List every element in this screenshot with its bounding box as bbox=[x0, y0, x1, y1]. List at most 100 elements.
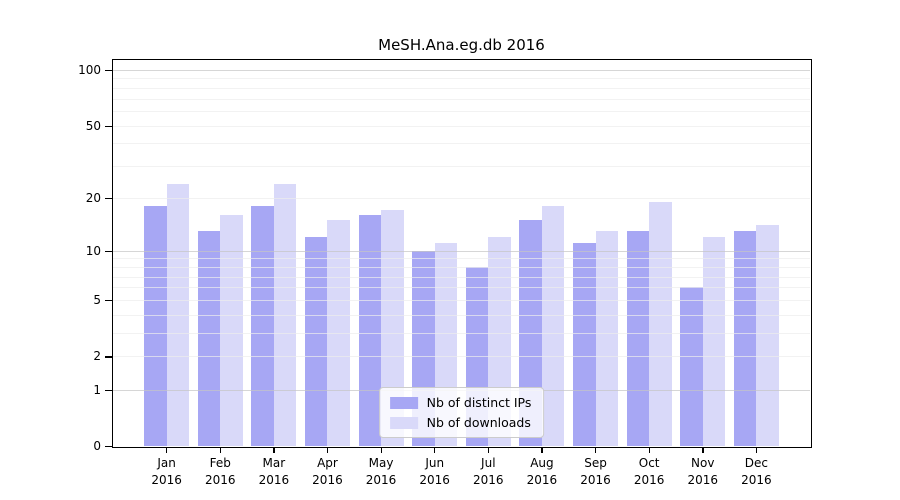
x-tick-apr bbox=[326, 447, 329, 453]
gridline-minor-5 bbox=[113, 299, 810, 301]
gridline-major-10 bbox=[113, 250, 810, 252]
legend-entry-downloads: Nb of downloads bbox=[389, 415, 532, 430]
bar-distinct-ips-mar bbox=[251, 206, 274, 446]
bar-downloads-feb bbox=[220, 215, 243, 446]
y-tick-label-20: 20 bbox=[85, 190, 101, 205]
y-tick-label-2: 2 bbox=[93, 349, 101, 364]
x-tick-label-dec: Dec 2016 bbox=[726, 455, 786, 489]
x-tick-month: Dec bbox=[744, 456, 768, 470]
x-tick-month: Aug bbox=[530, 456, 554, 470]
bar-distinct-ips-apr bbox=[304, 236, 328, 446]
x-tick-jul bbox=[487, 447, 490, 453]
x-tick-label-nov: Nov 2016 bbox=[673, 455, 733, 489]
y-tick-2 bbox=[105, 356, 112, 358]
gridline-major-100 bbox=[113, 69, 810, 71]
x-tick-label-jun: Jun 2016 bbox=[405, 455, 465, 489]
x-tick-label-oct: Oct 2016 bbox=[619, 455, 679, 489]
x-tick-oct bbox=[648, 447, 650, 453]
bar-distinct-ips-nov bbox=[680, 287, 703, 446]
bar-distinct-ips-jan bbox=[144, 206, 167, 446]
bar-downloads-oct bbox=[649, 201, 672, 446]
y-tick-20 bbox=[105, 197, 112, 200]
x-tick-label-feb: Feb 2016 bbox=[190, 455, 250, 489]
y-tick-100 bbox=[105, 69, 112, 72]
x-tick-year: 2016 bbox=[204, 473, 236, 487]
gridline-minor-3 bbox=[113, 333, 810, 335]
legend-swatch-distinct-ips bbox=[389, 396, 418, 409]
x-tick-year: 2016 bbox=[580, 473, 611, 487]
gridline-minor-90 bbox=[113, 78, 810, 80]
x-tick-month: Jan bbox=[157, 456, 176, 470]
bar-distinct-ips-dec bbox=[733, 230, 757, 446]
x-tick-jan bbox=[166, 447, 168, 453]
bar-downloads-sep bbox=[595, 230, 619, 446]
x-tick-label-jul: Jul 2016 bbox=[458, 455, 518, 489]
x-tick-may bbox=[380, 447, 382, 453]
x-tick-label-mar: Mar 2016 bbox=[244, 455, 304, 489]
y-tick-50 bbox=[105, 125, 112, 127]
x-tick-dec bbox=[755, 447, 758, 453]
x-tick-month: Sep bbox=[584, 456, 607, 470]
legend-label-distinct-ips: Nb of distinct IPs bbox=[426, 395, 532, 410]
gridline-minor-7 bbox=[113, 276, 810, 278]
plot-area: Nb of distinct IPs Nb of downloads bbox=[111, 58, 812, 448]
y-tick-5 bbox=[105, 299, 112, 302]
gridline-minor-30 bbox=[113, 166, 810, 168]
x-tick-label-apr: Apr 2016 bbox=[297, 455, 357, 489]
x-tick-year: 2016 bbox=[151, 473, 182, 487]
gridline-minor-20 bbox=[113, 197, 810, 199]
chart-title: MeSH.Ana.eg.db 2016 bbox=[378, 36, 545, 54]
x-tick-month: Feb bbox=[209, 456, 231, 470]
bar-downloads-aug bbox=[541, 206, 565, 446]
legend-swatch-downloads bbox=[389, 416, 418, 429]
x-tick-sep bbox=[595, 447, 597, 453]
x-tick-year: 2016 bbox=[526, 473, 558, 487]
gridline-minor-2 bbox=[113, 356, 810, 358]
gridline-minor-60 bbox=[113, 110, 810, 112]
x-tick-label-aug: Aug 2016 bbox=[512, 455, 572, 489]
bar-downloads-nov bbox=[702, 236, 726, 446]
y-tick-1 bbox=[105, 389, 112, 391]
legend: Nb of distinct IPs Nb of downloads bbox=[378, 387, 545, 438]
x-tick-month: Oct bbox=[638, 456, 660, 470]
y-tick-label-5: 5 bbox=[93, 292, 101, 307]
bar-distinct-ips-oct bbox=[626, 230, 650, 446]
gridline-minor-40 bbox=[113, 143, 810, 145]
x-tick-year: 2016 bbox=[741, 473, 772, 487]
x-tick-year: 2016 bbox=[419, 473, 450, 487]
bar-downloads-dec bbox=[756, 225, 779, 446]
legend-entry-distinct-ips: Nb of distinct IPs bbox=[389, 395, 532, 410]
gridline-minor-9 bbox=[113, 258, 810, 260]
gridline-minor-50 bbox=[113, 125, 810, 127]
x-tick-year: 2016 bbox=[312, 473, 343, 487]
x-tick-month: Nov bbox=[691, 456, 715, 470]
gridline-minor-6 bbox=[113, 287, 810, 289]
x-tick-label-may: May 2016 bbox=[351, 455, 411, 489]
gridline-minor-80 bbox=[113, 87, 810, 89]
gridline-minor-4 bbox=[113, 314, 810, 316]
bar-distinct-ips-sep bbox=[573, 243, 596, 446]
x-tick-label-sep: Sep 2016 bbox=[566, 455, 626, 489]
x-tick-month: Mar bbox=[262, 456, 286, 470]
x-tick-label-jan: Jan 2016 bbox=[137, 455, 197, 489]
x-tick-nov bbox=[702, 447, 704, 453]
y-tick-label-0: 0 bbox=[93, 439, 101, 453]
y-tick-0 bbox=[105, 446, 112, 448]
x-tick-year: 2016 bbox=[633, 473, 665, 487]
bar-distinct-ips-feb bbox=[197, 230, 221, 446]
x-tick-feb bbox=[219, 447, 222, 453]
x-tick-year: 2016 bbox=[687, 473, 719, 487]
gridline-minor-8 bbox=[113, 266, 810, 268]
x-tick-year: 2016 bbox=[258, 473, 290, 487]
y-tick-10 bbox=[105, 250, 112, 252]
legend-label-downloads: Nb of downloads bbox=[426, 415, 531, 430]
x-tick-year: 2016 bbox=[473, 473, 504, 487]
bar-distinct-ips-may bbox=[358, 215, 382, 446]
x-tick-jun bbox=[434, 447, 436, 453]
gridline-minor-70 bbox=[113, 98, 810, 100]
x-tick-month: May bbox=[368, 456, 394, 470]
y-tick-label-1: 1 bbox=[93, 382, 101, 397]
x-tick-month: Apr bbox=[317, 456, 338, 470]
y-tick-label-50: 50 bbox=[85, 118, 101, 133]
